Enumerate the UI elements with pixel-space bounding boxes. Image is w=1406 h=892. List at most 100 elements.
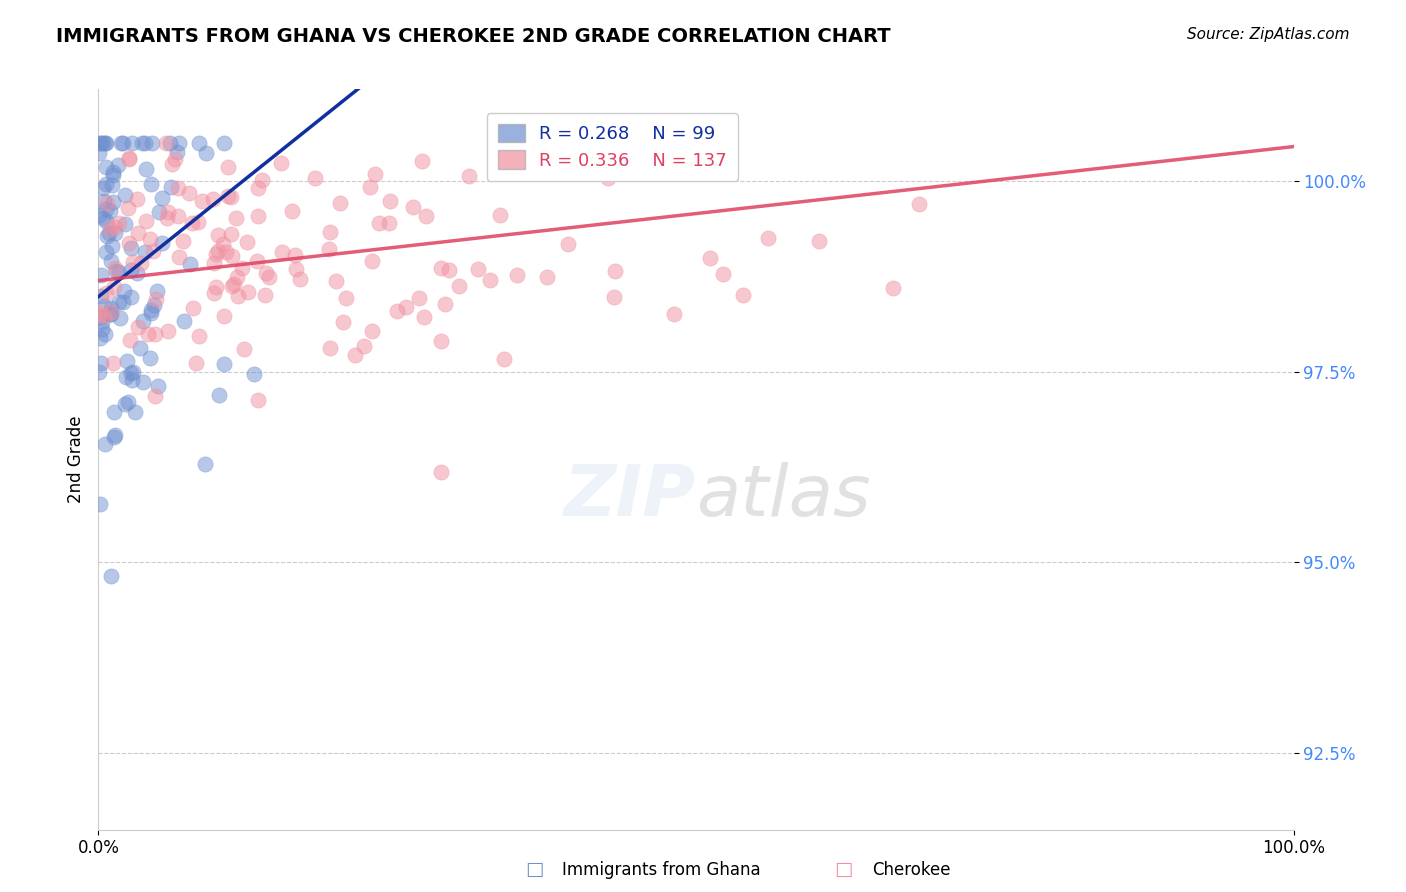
Text: ZIP: ZIP — [564, 462, 696, 531]
Point — [91, 315, 114, 329]
Point — [211, 236, 233, 251]
Point — [115, 370, 138, 384]
Point — [101, 165, 124, 179]
Point — [90, 289, 112, 303]
Point — [121, 373, 143, 387]
Point — [101, 169, 124, 183]
Point — [155, 136, 177, 150]
Point — [131, 314, 153, 328]
Point — [711, 267, 734, 281]
Point — [98, 221, 121, 235]
Point — [157, 205, 180, 219]
Point — [91, 136, 114, 150]
Point — [91, 181, 114, 195]
Point — [478, 273, 501, 287]
Point — [145, 292, 167, 306]
Point — [143, 326, 166, 341]
Y-axis label: 2nd Grade: 2nd Grade — [66, 416, 84, 503]
Point — [89, 208, 111, 222]
Point — [284, 248, 307, 262]
Point — [430, 466, 453, 480]
Point — [104, 220, 127, 235]
Point — [172, 234, 194, 248]
Point — [225, 211, 247, 226]
Point — [243, 367, 266, 381]
Point — [94, 285, 117, 300]
Point — [93, 436, 115, 450]
Point — [103, 405, 125, 419]
Point — [194, 457, 217, 471]
Point — [536, 269, 558, 284]
Point — [159, 136, 181, 150]
Point — [134, 136, 156, 150]
Point — [166, 145, 188, 160]
Point — [537, 159, 560, 173]
Point — [98, 227, 121, 241]
Point — [430, 260, 453, 275]
Point — [167, 136, 190, 150]
Point — [246, 254, 269, 268]
Text: IMMIGRANTS FROM GHANA VS CHEROKEE 2ND GRADE CORRELATION CHART: IMMIGRANTS FROM GHANA VS CHEROKEE 2ND GR… — [56, 27, 891, 45]
Point — [117, 394, 139, 409]
Point — [359, 179, 381, 194]
Point — [215, 244, 238, 259]
Point — [142, 298, 165, 312]
Point — [188, 136, 211, 150]
Point — [98, 307, 121, 321]
Point — [246, 209, 269, 223]
Point — [104, 226, 127, 240]
Point — [146, 379, 169, 393]
Point — [156, 324, 179, 338]
Point — [134, 245, 156, 260]
Point — [415, 210, 437, 224]
Point — [378, 194, 401, 208]
Point — [202, 192, 225, 206]
Point — [808, 235, 831, 249]
Point — [90, 310, 112, 324]
Point — [908, 197, 931, 211]
Point — [136, 327, 159, 342]
Point — [127, 192, 149, 206]
Point — [100, 569, 122, 583]
Point — [141, 178, 163, 192]
Point — [110, 310, 132, 325]
Point — [96, 229, 118, 244]
Point — [221, 278, 243, 293]
Point — [159, 180, 181, 194]
Point — [288, 271, 311, 285]
Point — [882, 281, 904, 295]
Point — [91, 211, 114, 225]
Point — [254, 266, 277, 280]
Point — [484, 136, 506, 150]
Point — [96, 196, 118, 211]
Point — [120, 366, 142, 380]
Point — [699, 251, 721, 265]
Point — [98, 204, 121, 219]
Point — [107, 294, 129, 309]
Point — [605, 264, 627, 278]
Point — [247, 393, 270, 408]
Point — [94, 177, 117, 191]
Point — [103, 261, 125, 276]
Point — [408, 291, 430, 305]
Point — [96, 160, 118, 174]
Point — [100, 239, 122, 253]
Point — [100, 301, 122, 315]
Point — [103, 430, 125, 444]
Point — [94, 136, 117, 150]
Point — [121, 255, 143, 269]
Point — [129, 256, 152, 270]
Point — [142, 244, 165, 259]
Point — [96, 213, 118, 227]
Point — [437, 263, 460, 277]
Point — [115, 354, 138, 368]
Point — [222, 277, 245, 291]
Point — [557, 236, 579, 251]
Legend: R = 0.268    N = 99, R = 0.336    N = 137: R = 0.268 N = 99, R = 0.336 N = 137 — [486, 113, 738, 180]
Point — [104, 427, 127, 442]
Point — [494, 351, 516, 366]
Point — [127, 319, 149, 334]
Point — [664, 307, 686, 321]
Point — [141, 136, 163, 150]
Point — [118, 235, 141, 250]
